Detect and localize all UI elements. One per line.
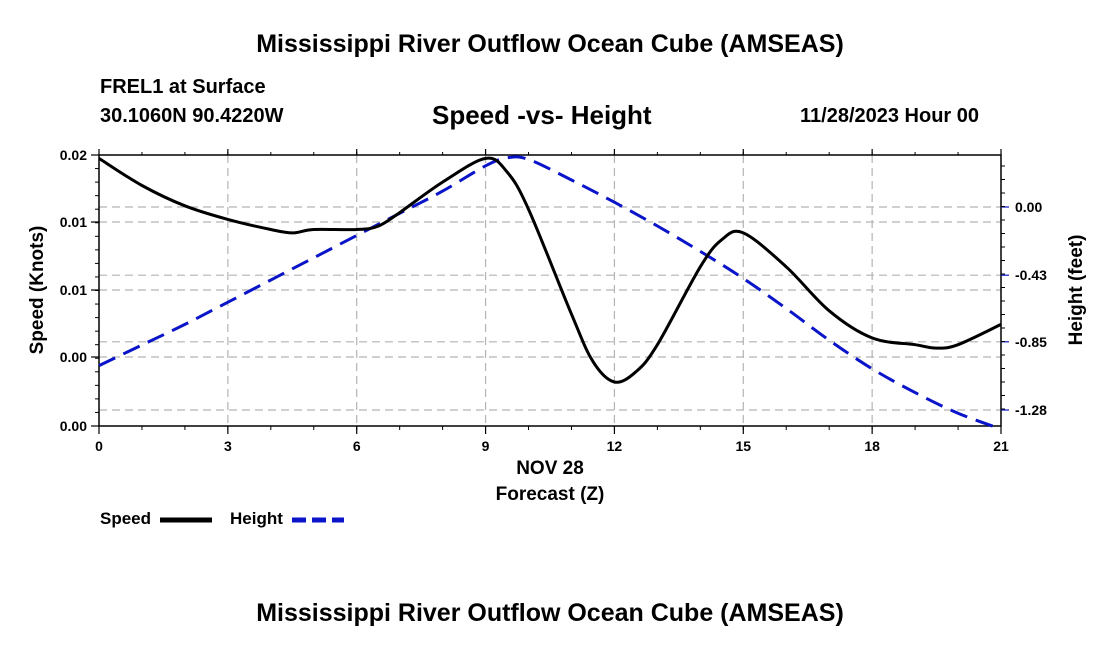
right-tick-label: 0.00 [1015, 199, 1042, 215]
left-tick-label: 0.01 [60, 214, 87, 230]
right-tick-label: -0.85 [1015, 334, 1047, 350]
x-tick-label: 18 [864, 438, 880, 454]
height-series-line [98, 155, 1002, 431]
series-layer [98, 155, 1002, 431]
legend-height-label: Height [230, 509, 283, 528]
x-tick-label: 6 [353, 438, 361, 454]
x-tick-label: 15 [735, 438, 751, 454]
station-label: FREL1 at Surface [100, 76, 266, 98]
left-tick-label: 0.00 [60, 418, 87, 434]
x-axis-title: Forecast (Z) [496, 484, 605, 505]
right-axis-title: Height (feet) [1066, 235, 1087, 346]
legend-speed-label: Speed [100, 509, 152, 528]
main-title: Mississippi River Outflow Ocean Cube (AM… [256, 30, 844, 58]
right-tick-label: -0.43 [1015, 267, 1047, 283]
left-tick-label: 0.02 [60, 147, 87, 163]
right-tick-label: -1.28 [1015, 402, 1047, 418]
bottom-title: Mississippi River Outflow Ocean Cube (AM… [256, 599, 844, 627]
coordinates-label: 30.1060N 90.4220W [100, 105, 284, 127]
left-tick-label: 0.00 [60, 349, 87, 365]
speed-height-chart: 0.00 0.00 0.01 0.01 0.02 0.00 -0.43 -0.85 -1.28 0… [27, 147, 1087, 523]
speed-series-line [98, 156, 1002, 384]
x-axis-date-label: NOV 28 [516, 458, 584, 479]
x-tick-label: 0 [95, 438, 103, 454]
chart-subtitle: Speed -vs- Height [432, 100, 652, 130]
left-tick-label: 0.01 [60, 282, 87, 298]
x-tick-label: 9 [482, 438, 490, 454]
grid [99, 155, 1001, 426]
left-axis-title: Speed (Knots) [27, 226, 48, 355]
x-tick-label: 3 [224, 438, 232, 454]
axis-ticks: 0.00 0.00 0.01 0.01 0.02 0.00 -0.43 -0.85 -1.28 0… [60, 147, 1047, 454]
forecast-datetime: 11/28/2023 Hour 00 [800, 105, 980, 127]
x-tick-label: 21 [993, 438, 1009, 454]
x-tick-label: 12 [607, 438, 623, 454]
